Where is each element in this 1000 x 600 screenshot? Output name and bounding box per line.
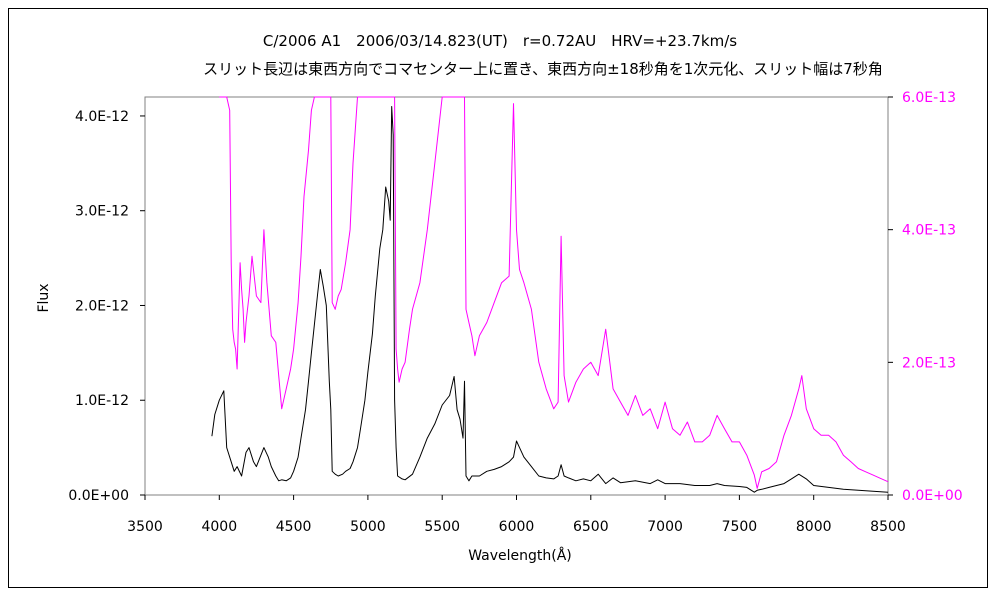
x-axis-label: Wavelength(Å) [468, 547, 572, 564]
axes: 3500 4000 4500 5000 5500 6000 6500 7000 7500 8000… [68, 90, 962, 535]
y-tick-label: 2.0E-12 [75, 298, 129, 314]
x-tick-label: 8500 [870, 519, 906, 535]
x-tick-label: 6000 [499, 519, 535, 535]
x-tick-label: 8000 [796, 519, 832, 535]
y2-tick-label: 6.0E-13 [902, 90, 956, 106]
y-tick-label: 0.0E+00 [68, 488, 129, 504]
chart-frame [8, 8, 988, 588]
chart-subtitle: スリット長辺は東西方向でコマセンター上に置き、東西方向±18秒角を1次元化、スリ… [203, 60, 883, 78]
x-tick-label: 6500 [573, 519, 609, 535]
y2-tick-label: 0.0E+00 [902, 488, 963, 504]
x-tick-label: 7500 [722, 519, 758, 535]
y-tick-label: 4.0E-12 [75, 109, 129, 125]
x-tick-label: 5500 [424, 519, 460, 535]
y-tick-label: 1.0E-12 [75, 393, 129, 409]
x-tick-label: 3500 [127, 519, 163, 535]
chart-title: C/2006 A1 2006/03/14.823(UT) r=0.72AU HR… [263, 32, 737, 50]
y-axis-label: Flux [36, 283, 52, 312]
x-tick-label: 7000 [647, 519, 683, 535]
y2-tick-label: 4.0E-13 [902, 223, 956, 239]
x-tick-label: 4500 [276, 519, 312, 535]
y2-tick-label: 2.0E-13 [902, 355, 956, 371]
x-tick-label: 4000 [201, 519, 237, 535]
series-group [211, 96, 889, 493]
y-tick-label: 3.0E-12 [75, 204, 129, 220]
series-line-black [211, 106, 889, 493]
series-line-magenta [219, 96, 889, 489]
x-tick-label: 5000 [350, 519, 386, 535]
